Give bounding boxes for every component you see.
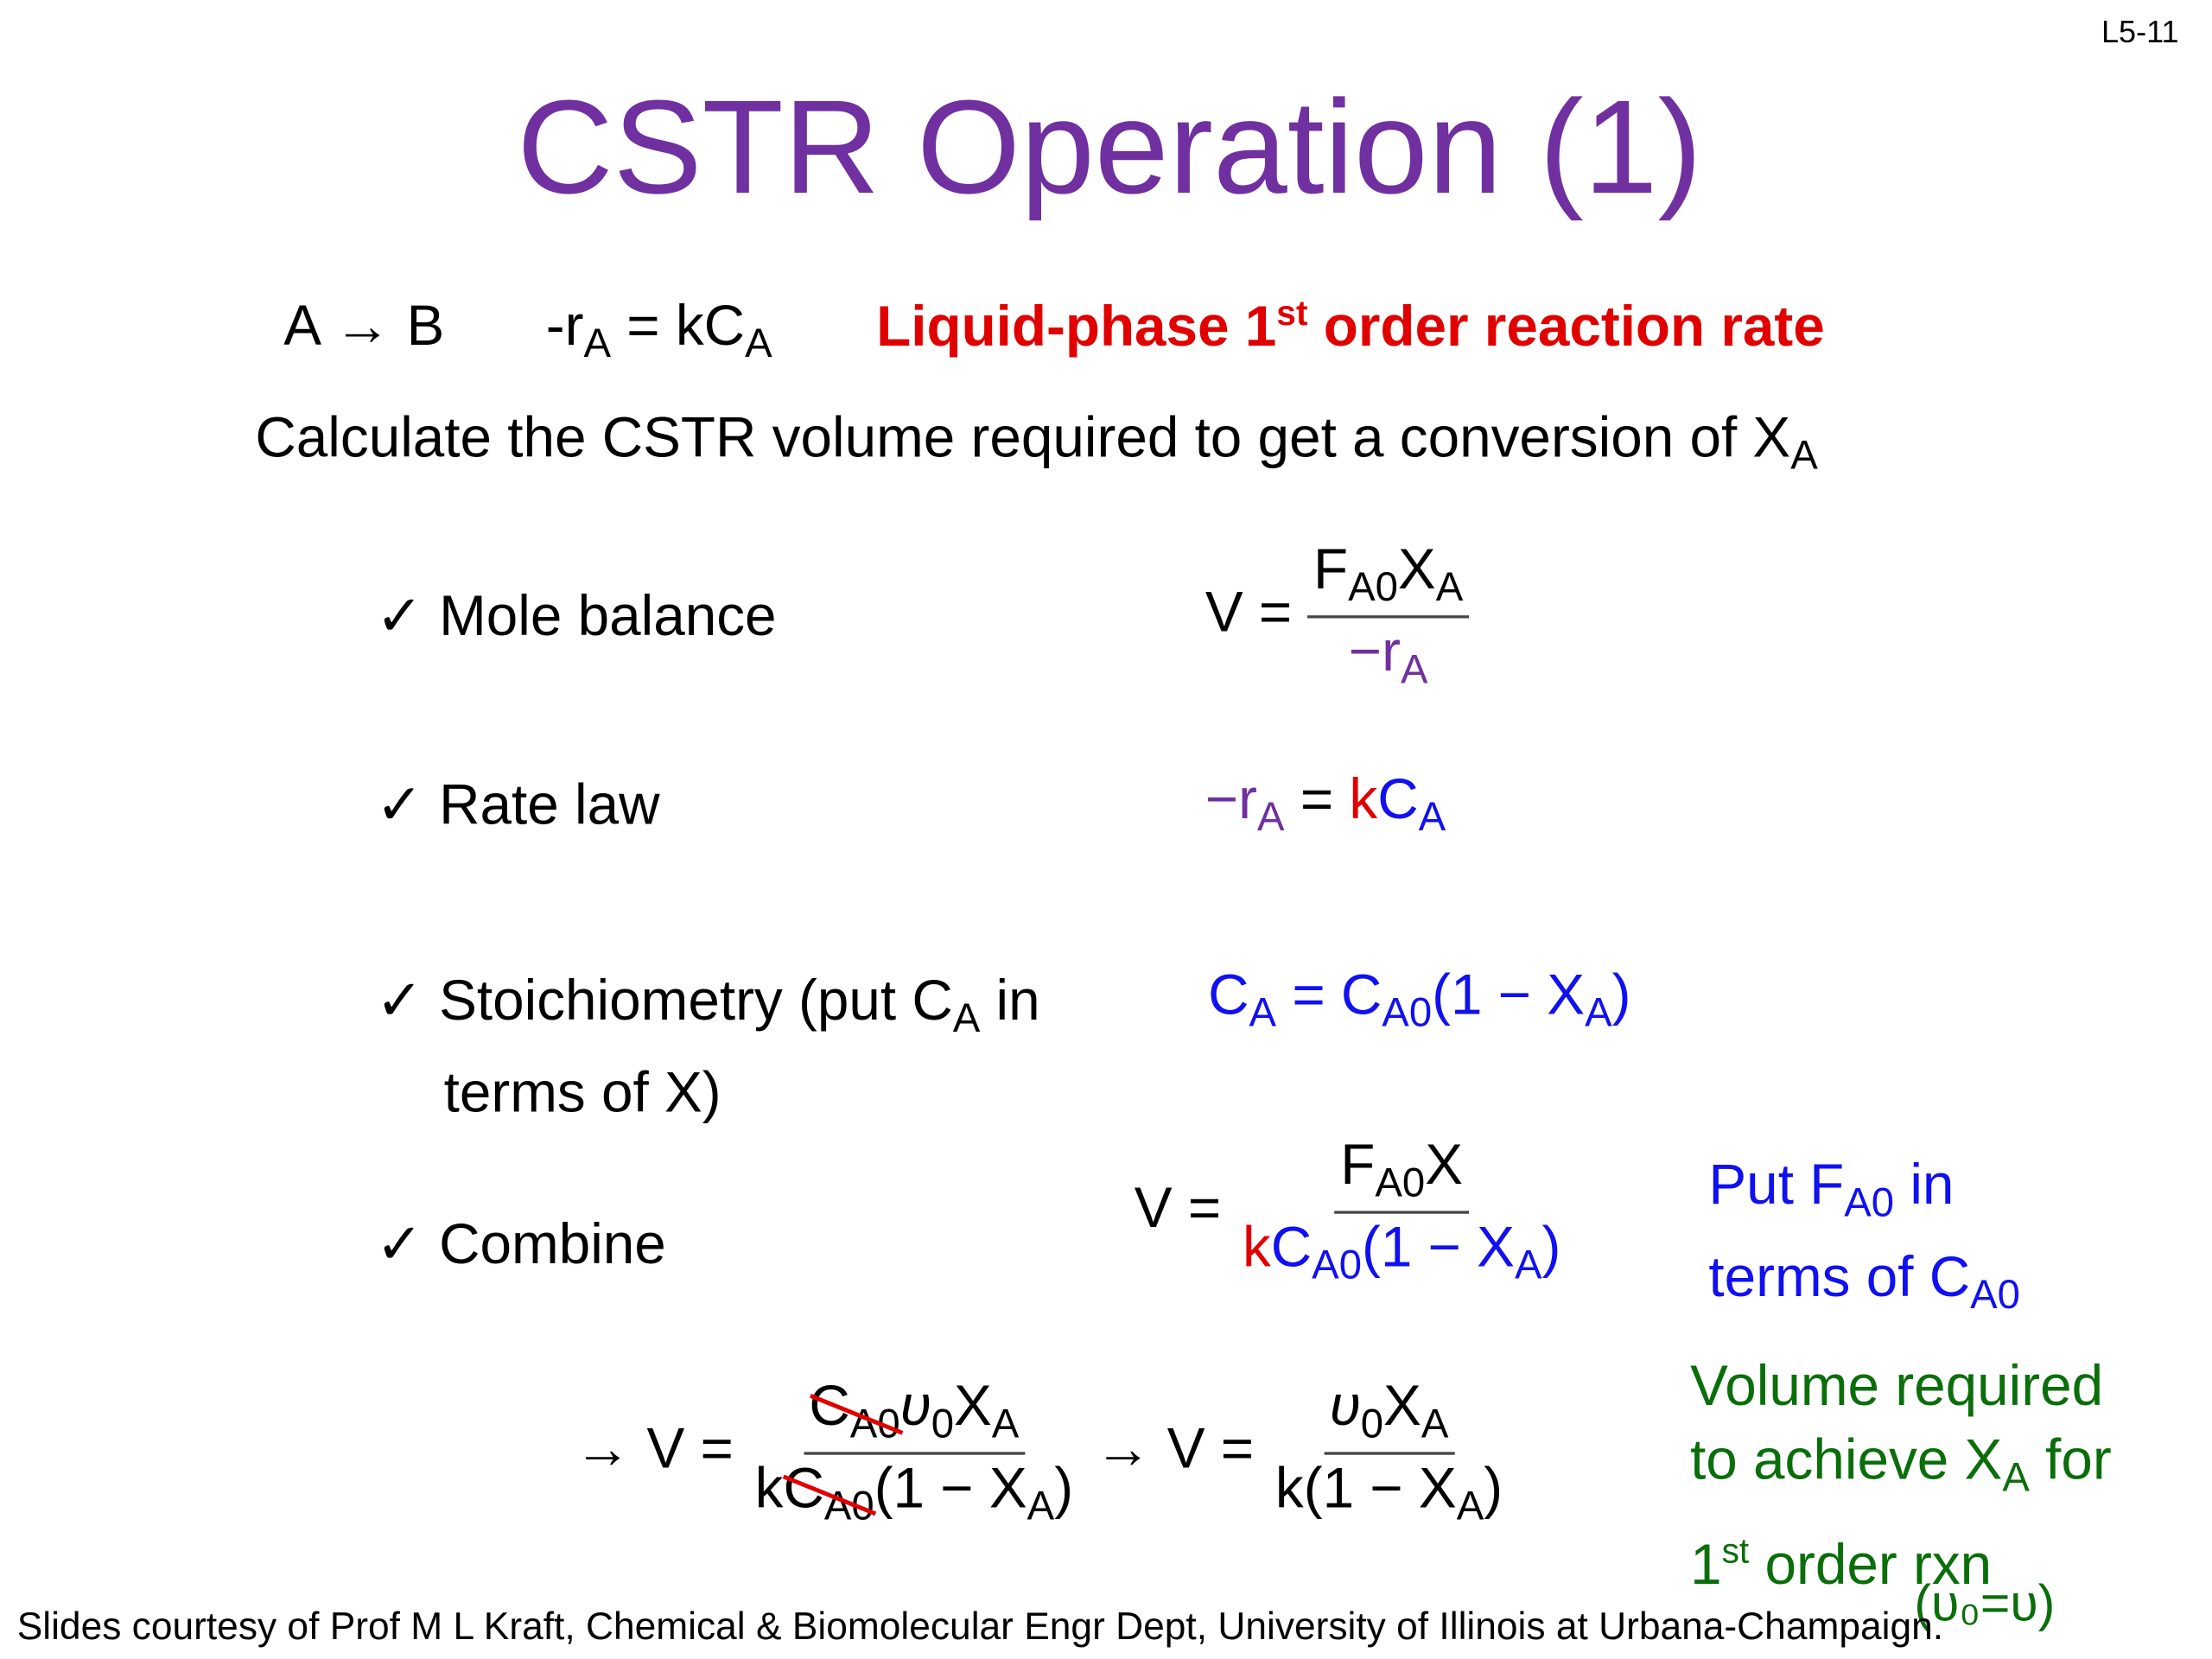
reaction-label: Liquid-phase 1st order reaction rate [876, 295, 1825, 359]
reaction-equation: A → B [283, 295, 445, 358]
result-note: Volume required to achieve XA for 1st orde… [1690, 1355, 2112, 1596]
combine-note: Put FA0 in terms of CA0 [1708, 1154, 2020, 1318]
check-icon: ✓ [375, 773, 423, 837]
volumetric-flow-condition: (υ₀=υ) [1914, 1573, 2056, 1632]
task-statement: Calculate the CSTR volume required to ge… [255, 406, 1818, 480]
check-icon: ✓ [375, 969, 423, 1033]
slide-number: L5-11 [2101, 14, 2179, 50]
step-mole-balance: ✓ Mole balance [375, 585, 777, 648]
mole-balance-equation: V = FA0XA −rA [1205, 539, 1469, 694]
step-stoichiometry: ✓ Stoichiometry (put CA in terms of X) [375, 969, 1040, 1124]
check-icon: ✓ [375, 1213, 423, 1276]
rate-law-equation: −rA = kCA [1205, 768, 1446, 841]
final-derivation: → V = CA0υ0XA kCA0(1 − XA) → V = υ0XA k(1 … [574, 1375, 1503, 1529]
step-combine: ✓ Combine [375, 1213, 666, 1276]
stoichiometry-equation: CA = CA0(1 − XA) [1208, 963, 1631, 1036]
step-rate-law: ✓ Rate law [375, 773, 660, 837]
footer-credit: Slides courtesy of Prof M L Kraft, Chemi… [16, 1605, 1944, 1648]
page-title: CSTR Operation (1) [517, 72, 1702, 221]
rate-expression: -rA = kCA [545, 295, 772, 367]
check-icon: ✓ [375, 585, 423, 648]
combine-equation: V = FA0X kCA0(1 − XA) [1134, 1134, 1561, 1288]
